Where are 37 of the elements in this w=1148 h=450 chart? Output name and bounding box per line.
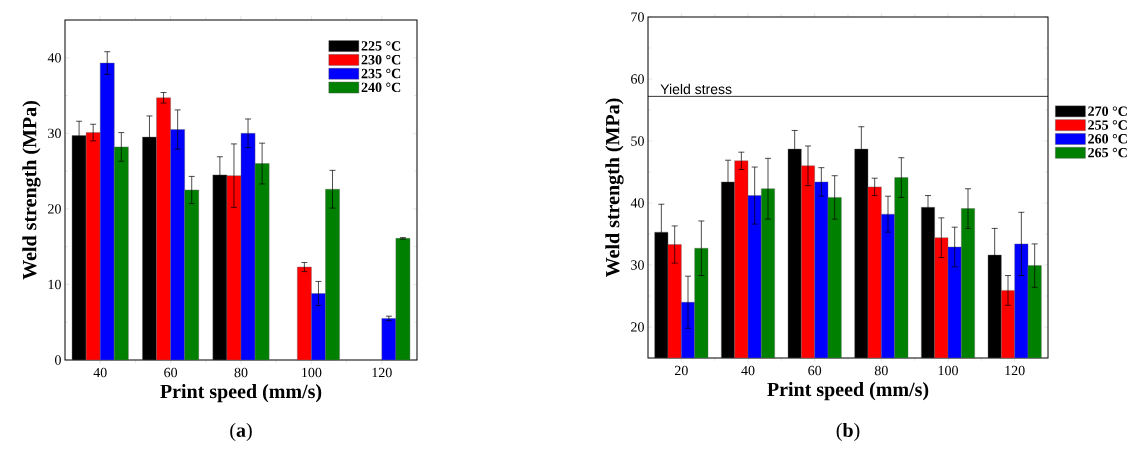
x-tick-label: 120 <box>372 367 392 378</box>
x-axis-title: Print speed (mm/s) <box>767 382 929 401</box>
y-tick-label: 20 <box>631 322 644 332</box>
x-tick-label: 40 <box>741 365 755 376</box>
y-tick-label: 30 <box>631 260 644 270</box>
legend-label: 230 °C <box>361 55 401 65</box>
y-tick-label: 40 <box>47 53 61 63</box>
legend-label: 225 °C <box>361 41 401 51</box>
x-tick-label: 40 <box>93 367 107 378</box>
x-tick-label: 80 <box>874 365 888 376</box>
ref-line-label: Yield stress <box>660 83 732 95</box>
x-tick-label: 20 <box>674 365 688 376</box>
y-tick-label: 50 <box>631 136 644 146</box>
y-axis-title: Weld strength (MPa) <box>22 101 41 280</box>
x-tick-label: 60 <box>808 365 822 376</box>
x-tick-label: 120 <box>1005 365 1025 376</box>
legend-label: 235 °C <box>361 68 401 79</box>
y-tick-label: 30 <box>48 128 61 139</box>
text: (b) <box>836 422 860 442</box>
x-tick-label: 80 <box>234 367 248 378</box>
x-tick-label: 60 <box>164 367 178 378</box>
legend-label: 240 °C <box>361 82 401 93</box>
legend-label: 265 °C <box>1088 147 1127 158</box>
x-tick-label: 100 <box>938 365 958 376</box>
y-tick-label: 70 <box>631 12 644 22</box>
y-tick-label: 20 <box>48 204 61 214</box>
x-axis-title: Print speed (mm/s) <box>160 384 322 403</box>
y-tick-label: 0 <box>55 355 61 365</box>
y-tick-label: 60 <box>631 74 644 84</box>
legend-label: 260 °C <box>1088 134 1127 144</box>
y-axis-title: Weld strength (MPa) <box>605 98 624 278</box>
legend-label: 270 °C <box>1088 106 1127 116</box>
legend-label: 255 °C <box>1088 120 1127 130</box>
y-tick-label: 10 <box>48 279 61 290</box>
y-tick-label: 40 <box>630 198 644 208</box>
x-tick-label: 100 <box>302 367 322 378</box>
text: (a) <box>230 422 252 442</box>
